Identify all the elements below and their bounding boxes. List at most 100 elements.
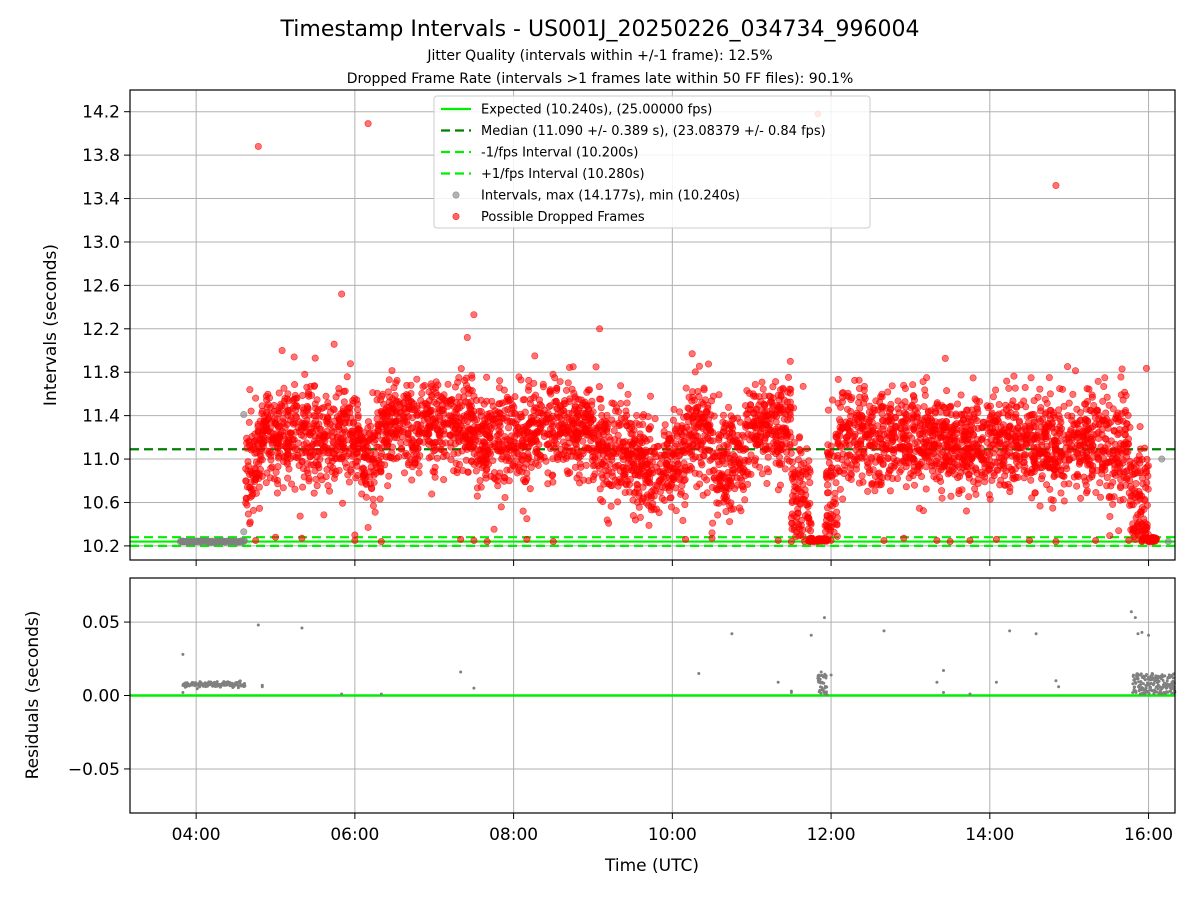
dropped-frame-point — [268, 463, 276, 471]
dropped-frame-point — [1081, 439, 1089, 447]
dropped-frame-point — [877, 481, 885, 489]
dropped-frame-point — [329, 464, 337, 472]
dropped-frame-point — [482, 471, 490, 479]
dropped-frame-point — [1070, 473, 1078, 481]
dropped-frame-point — [690, 422, 698, 430]
dropped-frame-point — [425, 454, 433, 462]
residual-point — [824, 690, 828, 694]
dropped-frame-point — [803, 514, 811, 522]
dropped-frame-point — [1132, 480, 1140, 488]
dropped-frame-point — [773, 412, 781, 420]
dropped-frame-point — [851, 457, 859, 465]
dropped-frame-point — [736, 474, 744, 482]
dropped-frame-point — [301, 370, 309, 378]
dropped-frame-point — [392, 379, 400, 387]
dropped-frame-point — [985, 456, 993, 464]
dropped-frame-point — [986, 402, 994, 410]
dropped-frame-point — [523, 535, 531, 543]
interval-point — [232, 538, 240, 546]
residual-point — [1134, 681, 1138, 685]
dropped-frame-point — [324, 418, 332, 426]
dropped-frame-point — [729, 505, 737, 513]
dropped-frame-point — [246, 386, 254, 394]
dropped-frame-point — [360, 444, 368, 452]
dropped-frame-point — [1136, 445, 1144, 453]
dropped-frame-point — [609, 472, 617, 480]
dropped-frame-point — [549, 455, 557, 463]
dropped-frame-point — [841, 461, 849, 469]
dropped-frame-point — [1117, 373, 1125, 381]
dropped-frame-point — [790, 478, 798, 486]
dropped-frame-point — [473, 492, 481, 500]
dropped-frame-point — [1010, 372, 1018, 380]
dropped-frame-point — [734, 431, 742, 439]
dropped-frame-point — [566, 469, 574, 477]
legend-expected-label: Expected (10.240s), (25.00000 fps) — [481, 103, 712, 118]
dropped-frame-point — [630, 489, 638, 497]
dropped-frame-point — [1049, 409, 1057, 417]
dropped-frame-point — [890, 463, 898, 471]
dropped-frame-point — [695, 362, 703, 370]
dropped-frame-point — [765, 430, 773, 438]
dropped-frame-point — [1122, 442, 1130, 450]
dropped-frame-point — [780, 415, 788, 423]
dropped-frame-point — [543, 415, 551, 423]
dropped-frame-point — [408, 476, 416, 484]
dropped-frame-point — [637, 470, 645, 478]
dropped-frame-point — [1013, 403, 1021, 411]
dropped-frame-point — [662, 461, 670, 469]
dropped-frame-point — [501, 493, 509, 501]
dropped-frame-point — [751, 461, 759, 469]
dropped-frame-point — [425, 430, 433, 438]
dropped-frame-point — [758, 378, 766, 386]
dropped-frame-point — [834, 399, 842, 407]
dropped-frame-point — [1136, 423, 1144, 431]
dropped-frame-point — [774, 536, 782, 544]
dropped-frame-point — [258, 435, 266, 443]
dropped-frame-point — [344, 471, 352, 479]
dropped-frame-point — [787, 415, 795, 423]
dropped-frame-point — [591, 453, 599, 461]
dropped-frame-point — [716, 477, 724, 485]
dropped-frame-point — [595, 383, 603, 391]
top-y-tick-label: 14.2 — [82, 103, 120, 123]
dropped-frame-point — [910, 455, 918, 463]
dropped-frame-point — [458, 415, 466, 423]
dropped-frame-point — [654, 468, 662, 476]
dropped-frame-point — [1059, 385, 1067, 393]
dropped-frame-point — [1001, 472, 1009, 480]
dropped-frame-point — [913, 438, 921, 446]
dropped-frame-point — [1109, 500, 1117, 508]
dropped-frame-point — [1071, 367, 1079, 375]
dropped-frame-point — [296, 512, 304, 520]
dropped-frame-point — [865, 441, 873, 449]
dropped-frame-point — [575, 451, 583, 459]
dropped-frame-point — [530, 429, 538, 437]
dropped-frame-point — [569, 363, 577, 371]
dropped-frame-point — [855, 376, 863, 384]
dropped-frame-point — [771, 428, 779, 436]
dropped-frame-point — [463, 333, 471, 341]
dropped-frame-point — [688, 432, 696, 440]
dropped-frame-point — [834, 439, 842, 447]
dropped-frame-point — [472, 467, 480, 475]
dropped-frame-point — [556, 430, 564, 438]
dropped-frame-point — [780, 396, 788, 404]
dropped-frame-point — [472, 436, 480, 444]
dropped-frame-point — [272, 468, 280, 476]
dropped-frame-point — [333, 413, 341, 421]
dropped-frame-point — [371, 436, 379, 444]
chart-title: Timestamp Intervals - US001J_20250226_03… — [280, 17, 920, 42]
dropped-frame-point — [676, 451, 684, 459]
dropped-frame-point — [1088, 391, 1096, 399]
dropped-frame-point — [376, 495, 384, 503]
dropped-frame-point — [765, 468, 773, 476]
dropped-frame-point — [571, 403, 579, 411]
dropped-frame-point — [440, 448, 448, 456]
dropped-frame-point — [651, 415, 659, 423]
dropped-frame-point — [645, 521, 653, 529]
dropped-frame-point — [974, 408, 982, 416]
dropped-frame-point — [1038, 472, 1046, 480]
dropped-frame-point — [833, 521, 841, 529]
dropped-frame-point — [670, 476, 678, 484]
